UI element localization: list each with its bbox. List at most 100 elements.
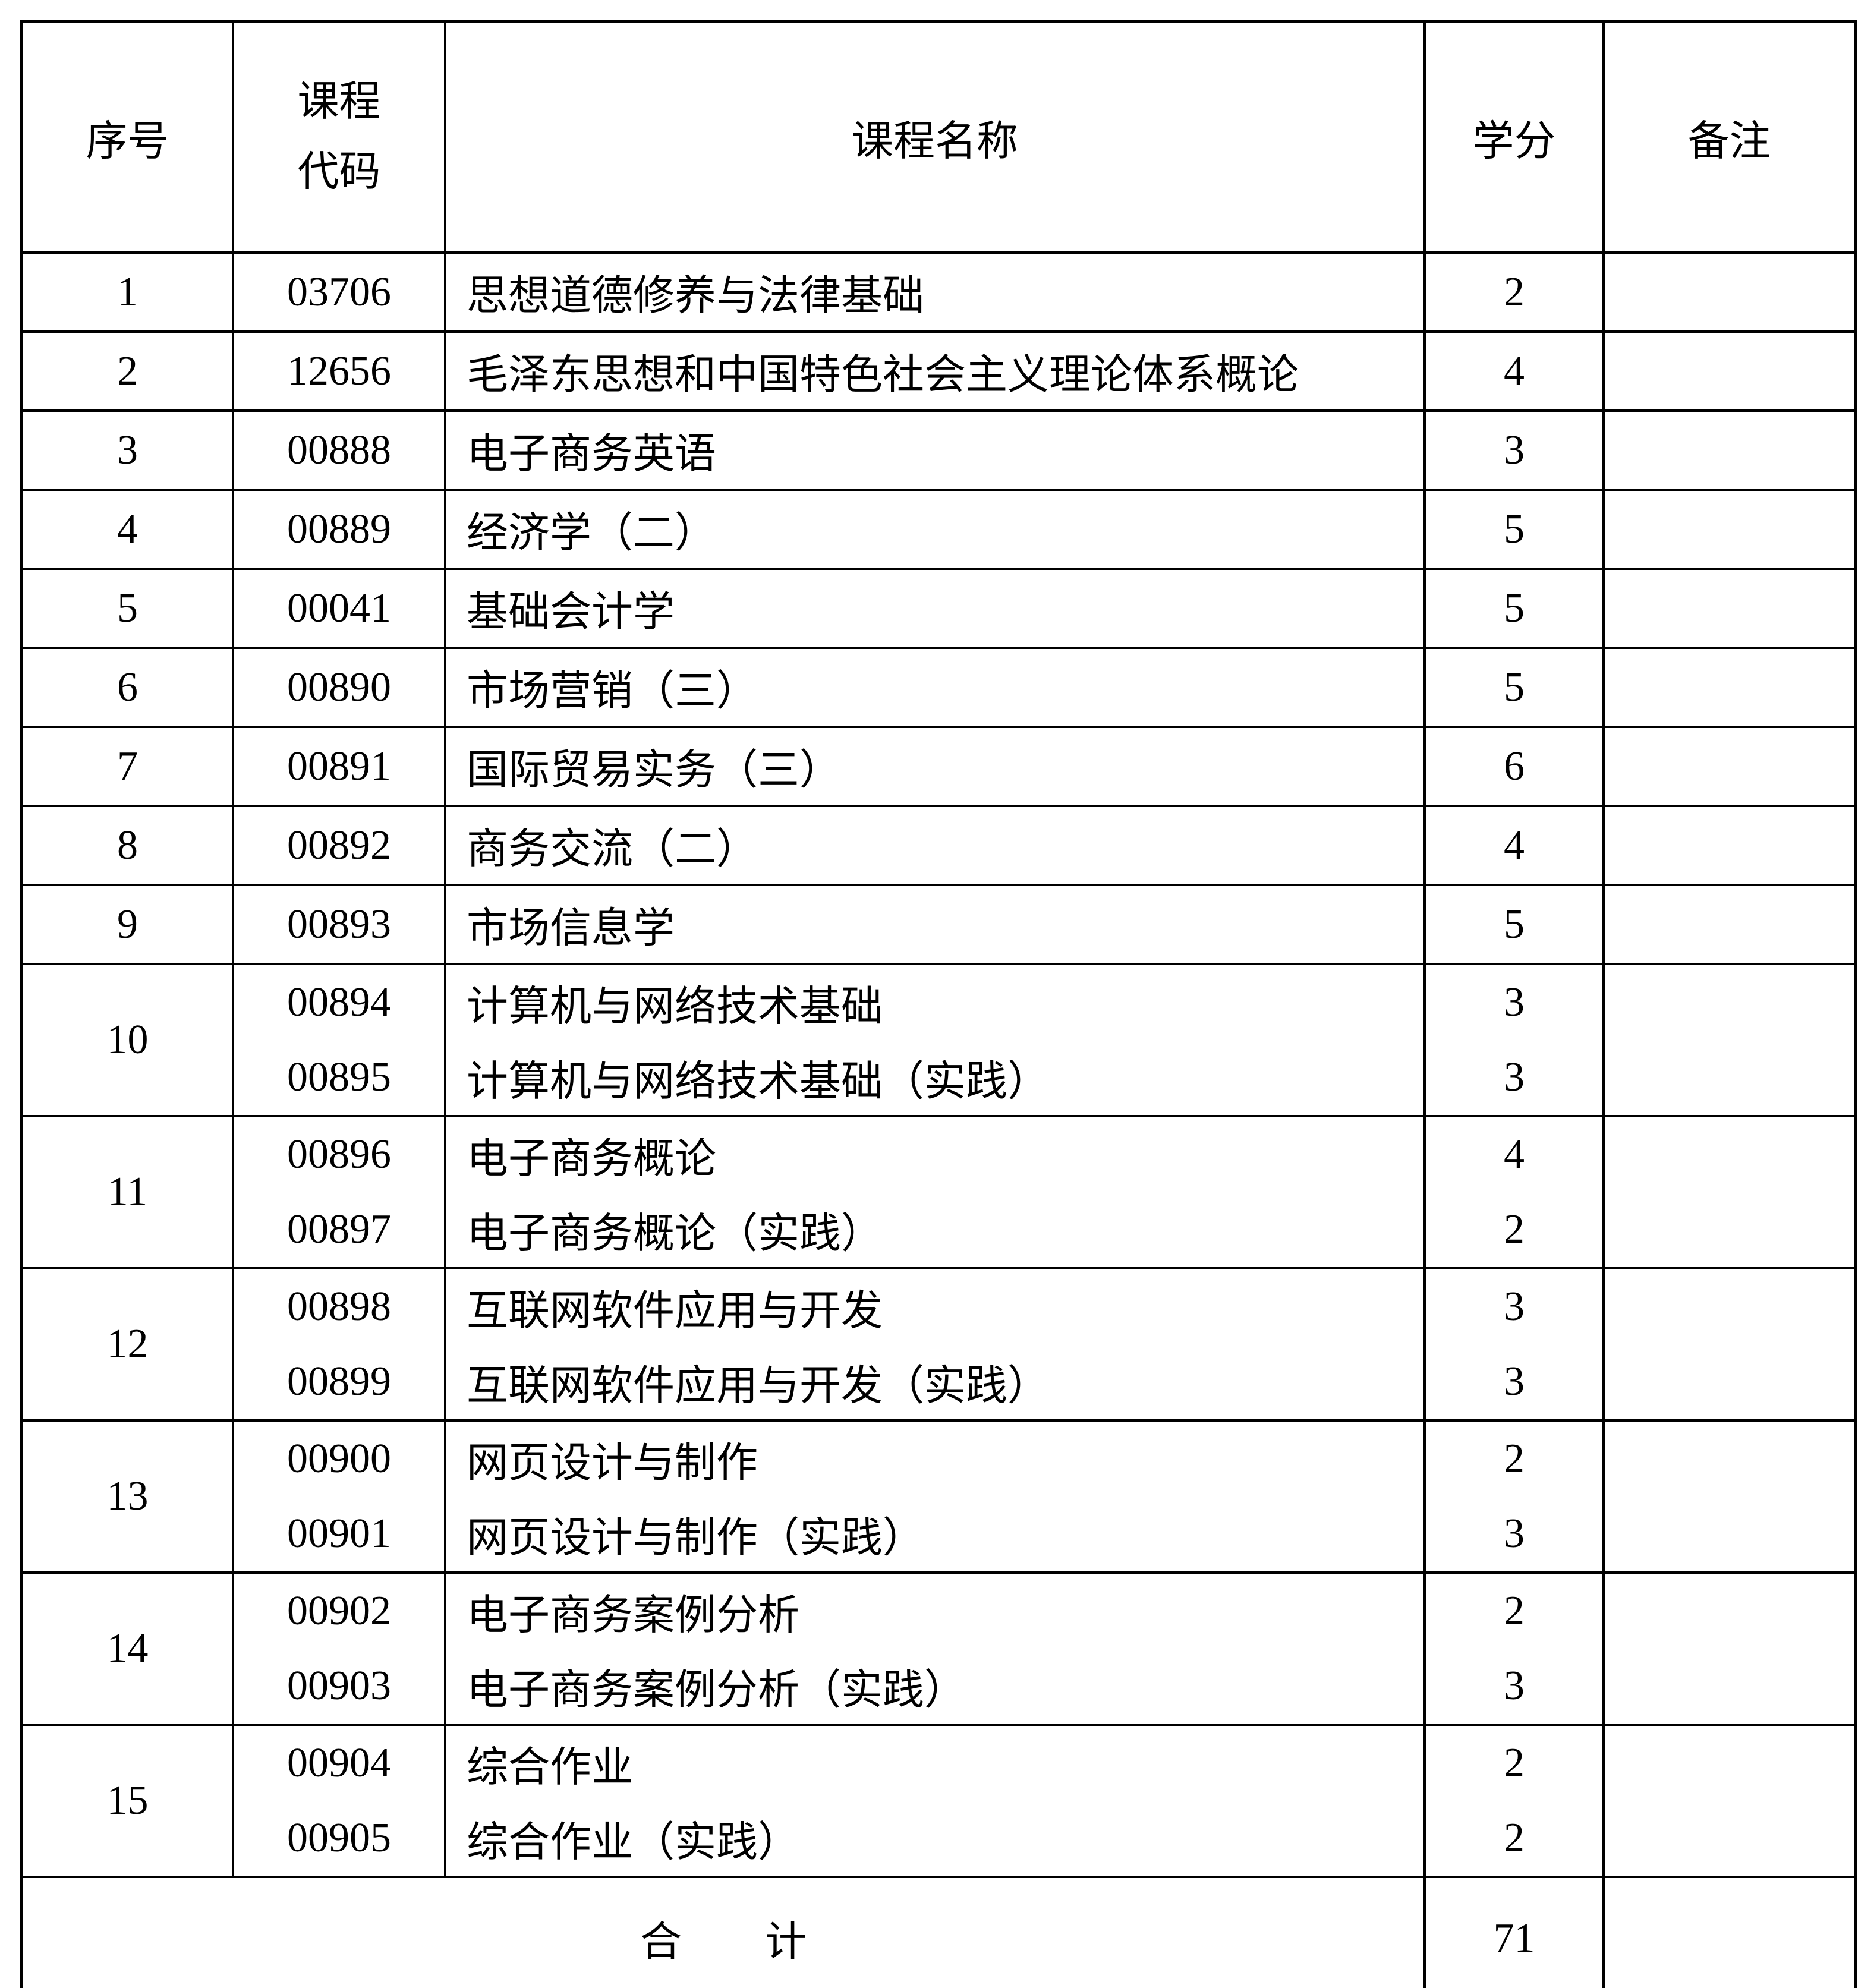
header-row: 序号 课程 代码 课程名称 学分 备注 bbox=[20, 20, 1857, 254]
row-index-cell: 10 bbox=[20, 963, 234, 1117]
course-name: 商务交流（二） bbox=[467, 827, 758, 872]
course-code: 00890 bbox=[287, 664, 391, 710]
cell-stack: 6 bbox=[1427, 729, 1601, 804]
row-remark-cell bbox=[1602, 805, 1857, 886]
course-code: 00901 bbox=[287, 1511, 391, 1557]
course-name: 国际贸易实务（三） bbox=[467, 748, 841, 793]
cell-stack: 00888 bbox=[235, 413, 443, 487]
course-credits: 5 bbox=[1504, 585, 1525, 631]
course-code: 00896 bbox=[287, 1132, 391, 1177]
row-remark-cell bbox=[1602, 1115, 1857, 1269]
row-code-cell: 00894 00895 bbox=[232, 963, 446, 1117]
header-credits: 学分 bbox=[1423, 20, 1605, 254]
course-name: 电子商务案例分析 bbox=[467, 1592, 799, 1639]
cell-stack: 00894 00895 bbox=[235, 966, 443, 1114]
row-index-cell: 8 bbox=[20, 805, 234, 886]
row-code-cell: 00904 00905 bbox=[232, 1724, 446, 1878]
course-credits: 2 bbox=[1504, 269, 1525, 315]
course-name: 基础会计学 bbox=[467, 590, 675, 635]
row-code-cell: 12656 bbox=[232, 330, 446, 412]
course-credits: 3 bbox=[1504, 1359, 1525, 1404]
row-remark-cell bbox=[1602, 884, 1857, 965]
row-credits-cell: 4 bbox=[1423, 805, 1605, 886]
cell-stack: 00041 bbox=[235, 571, 443, 645]
course-code: 00894 bbox=[287, 979, 391, 1025]
row-credits-cell: 6 bbox=[1423, 726, 1605, 807]
cell-stack: 4 bbox=[1427, 808, 1601, 883]
row-code-cell: 00891 bbox=[232, 726, 446, 807]
cell-stack: 综合作业 综合作业（实践） bbox=[448, 1727, 1422, 1874]
course-code: 00893 bbox=[287, 901, 391, 947]
course-credits: 2 bbox=[1504, 1588, 1525, 1634]
row-code-cell: 00890 bbox=[232, 647, 446, 728]
course-credits: 3 bbox=[1504, 1054, 1525, 1100]
course-name: 电子商务概论（实践） bbox=[467, 1211, 883, 1257]
row-name-cell: 电子商务概论电子商务概论（实践） bbox=[444, 1115, 1426, 1269]
cell-stack: 市场营销（三） bbox=[448, 650, 1422, 724]
table-row: 9 00893 市场信息学 5 bbox=[20, 884, 1857, 965]
table-row: 4 00889 经济学（二） 5 bbox=[20, 489, 1857, 570]
course-credits: 2 bbox=[1504, 1815, 1525, 1861]
course-name: 电子商务概论 bbox=[467, 1136, 716, 1182]
cell-stack: 5 bbox=[1427, 650, 1601, 724]
row-credits-cell: 5 bbox=[1423, 647, 1605, 728]
row-code-cell: 00900 00901 bbox=[232, 1419, 446, 1574]
row-code-cell: 00896 00897 bbox=[232, 1115, 446, 1269]
row-credits-cell: 2 bbox=[1423, 251, 1605, 333]
header-index: 序号 bbox=[20, 20, 234, 254]
course-code: 00897 bbox=[287, 1206, 391, 1252]
cell-stack: 市场信息学 bbox=[448, 887, 1422, 962]
header-code-line1: 课程 bbox=[297, 79, 381, 125]
cell-stack: 电子商务概论电子商务概论（实践） bbox=[448, 1119, 1422, 1266]
row-index-cell: 13 bbox=[20, 1419, 234, 1574]
course-name: 互联网软件应用与开发 bbox=[467, 1288, 883, 1334]
course-code: 00895 bbox=[287, 1054, 391, 1100]
course-code: 00898 bbox=[287, 1284, 391, 1329]
course-credits: 3 bbox=[1504, 1511, 1525, 1557]
course-credits: 6 bbox=[1504, 743, 1525, 789]
course-code: 00903 bbox=[287, 1663, 391, 1709]
course-name: 互联网软件应用与开发（实践） bbox=[467, 1363, 1049, 1409]
cell-stack: 00900 00901 bbox=[235, 1423, 443, 1570]
row-index-cell: 1 bbox=[20, 251, 234, 333]
cell-stack: 4 bbox=[1427, 334, 1601, 408]
row-name-cell: 市场信息学 bbox=[444, 884, 1426, 965]
table-row: 8 00892 商务交流（二） 4 bbox=[20, 805, 1857, 886]
course-name: 网页设计与制作 bbox=[467, 1440, 758, 1486]
row-name-cell: 网页设计与制作 网页设计与制作（实践） bbox=[444, 1419, 1426, 1574]
row-code-cell: 00902 00903 bbox=[232, 1571, 446, 1726]
course-name: 综合作业（实践） bbox=[467, 1819, 799, 1866]
row-name-cell: 商务交流（二） bbox=[444, 805, 1426, 886]
course-code: 00904 bbox=[287, 1740, 391, 1786]
cell-stack: 00892 bbox=[235, 808, 443, 883]
table-row: 2 12656 毛泽东思想和中国特色社会主义理论体系概论 4 bbox=[20, 330, 1857, 412]
row-credits-cell: 5 bbox=[1423, 568, 1605, 649]
cell-stack: 经济学（二） bbox=[448, 492, 1422, 566]
course-credits: 2 bbox=[1504, 1740, 1525, 1786]
course-name: 市场信息学 bbox=[467, 906, 675, 952]
cell-stack: 电子商务案例分析 电子商务案例分析（实践） bbox=[448, 1575, 1422, 1722]
row-name-cell: 综合作业 综合作业（实践） bbox=[444, 1724, 1426, 1878]
row-remark-cell bbox=[1602, 1267, 1857, 1422]
cell-stack: 00896 00897 bbox=[235, 1119, 443, 1266]
row-code-cell: 00892 bbox=[232, 805, 446, 886]
course-name: 市场营销（三） bbox=[467, 669, 758, 714]
table-row: 1 03706 思想道德修养与法律基础 2 bbox=[20, 251, 1857, 333]
cell-stack: 5 bbox=[1427, 492, 1601, 566]
cell-stack: 毛泽东思想和中国特色社会主义理论体系概论 bbox=[448, 334, 1422, 408]
table-row: 5 00041 基础会计学 5 bbox=[20, 568, 1857, 649]
row-index-cell: 11 bbox=[20, 1115, 234, 1269]
row-name-cell: 电子商务英语 bbox=[444, 409, 1426, 491]
row-index-cell: 2 bbox=[20, 330, 234, 412]
row-code-cell: 00041 bbox=[232, 568, 446, 649]
